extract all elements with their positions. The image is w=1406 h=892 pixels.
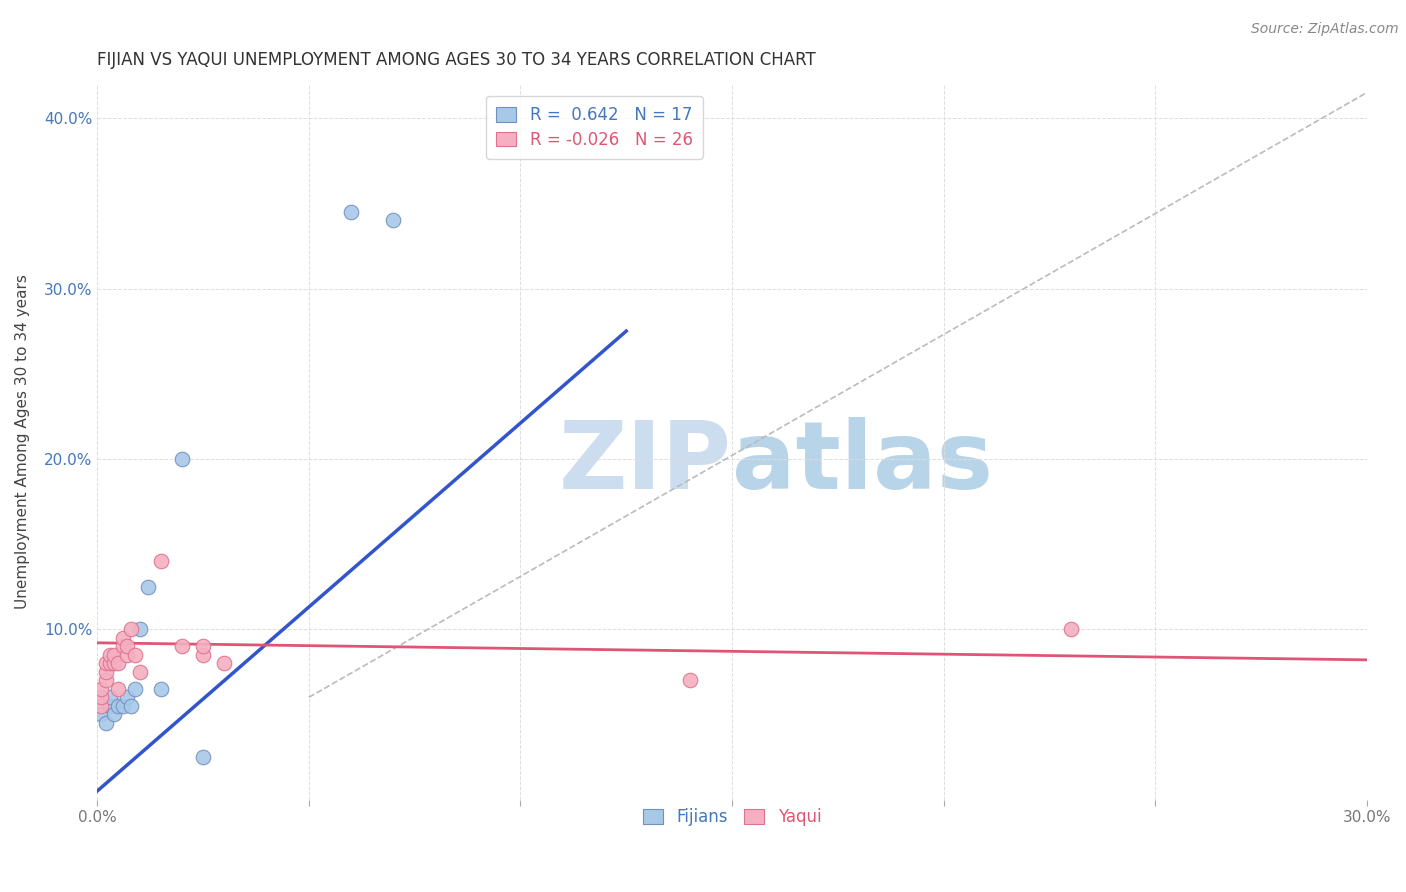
Point bbox=[90, 681, 112, 696]
Point bbox=[103, 657, 125, 671]
Point bbox=[90, 707, 112, 722]
Point bbox=[136, 580, 159, 594]
Text: atlas: atlas bbox=[733, 417, 993, 509]
Point bbox=[191, 750, 214, 764]
Point bbox=[94, 673, 117, 688]
Point bbox=[90, 698, 112, 713]
Point bbox=[191, 648, 214, 662]
Point bbox=[94, 665, 117, 679]
Point bbox=[340, 205, 363, 219]
Point bbox=[107, 681, 129, 696]
Point bbox=[382, 213, 405, 227]
Point bbox=[149, 681, 172, 696]
Text: Source: ZipAtlas.com: Source: ZipAtlas.com bbox=[1251, 22, 1399, 37]
Point bbox=[149, 554, 172, 568]
Point bbox=[124, 648, 146, 662]
Legend: Fijians, Yaqui: Fijians, Yaqui bbox=[634, 799, 830, 834]
Point bbox=[94, 657, 117, 671]
Point bbox=[115, 648, 138, 662]
Point bbox=[111, 631, 134, 645]
Point bbox=[128, 622, 150, 636]
Point bbox=[115, 690, 138, 705]
Point bbox=[170, 451, 193, 466]
Point bbox=[98, 698, 121, 713]
Point bbox=[212, 657, 235, 671]
Point bbox=[124, 681, 146, 696]
Point bbox=[98, 657, 121, 671]
Point bbox=[90, 690, 112, 705]
Point bbox=[111, 639, 134, 653]
Y-axis label: Unemployment Among Ages 30 to 34 years: Unemployment Among Ages 30 to 34 years bbox=[15, 275, 30, 609]
Point bbox=[1059, 622, 1081, 636]
Point bbox=[98, 690, 121, 705]
Point bbox=[120, 698, 142, 713]
Point bbox=[103, 648, 125, 662]
Text: FIJIAN VS YAQUI UNEMPLOYMENT AMONG AGES 30 TO 34 YEARS CORRELATION CHART: FIJIAN VS YAQUI UNEMPLOYMENT AMONG AGES … bbox=[97, 51, 815, 69]
Point bbox=[107, 698, 129, 713]
Point bbox=[115, 639, 138, 653]
Point bbox=[170, 639, 193, 653]
Point bbox=[103, 707, 125, 722]
Point bbox=[128, 665, 150, 679]
Point bbox=[191, 639, 214, 653]
Text: ZIP: ZIP bbox=[560, 417, 733, 509]
Point bbox=[98, 648, 121, 662]
Point bbox=[94, 715, 117, 730]
Point bbox=[111, 698, 134, 713]
Point bbox=[120, 622, 142, 636]
Point bbox=[679, 673, 702, 688]
Point bbox=[107, 657, 129, 671]
